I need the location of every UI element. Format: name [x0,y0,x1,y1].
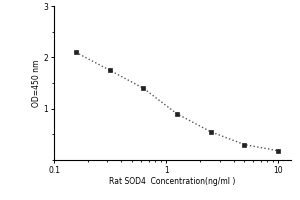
X-axis label: Rat SOD4  Concentration(ng/ml ): Rat SOD4 Concentration(ng/ml ) [109,177,236,186]
Y-axis label: OD=450 nm: OD=450 nm [32,59,41,107]
